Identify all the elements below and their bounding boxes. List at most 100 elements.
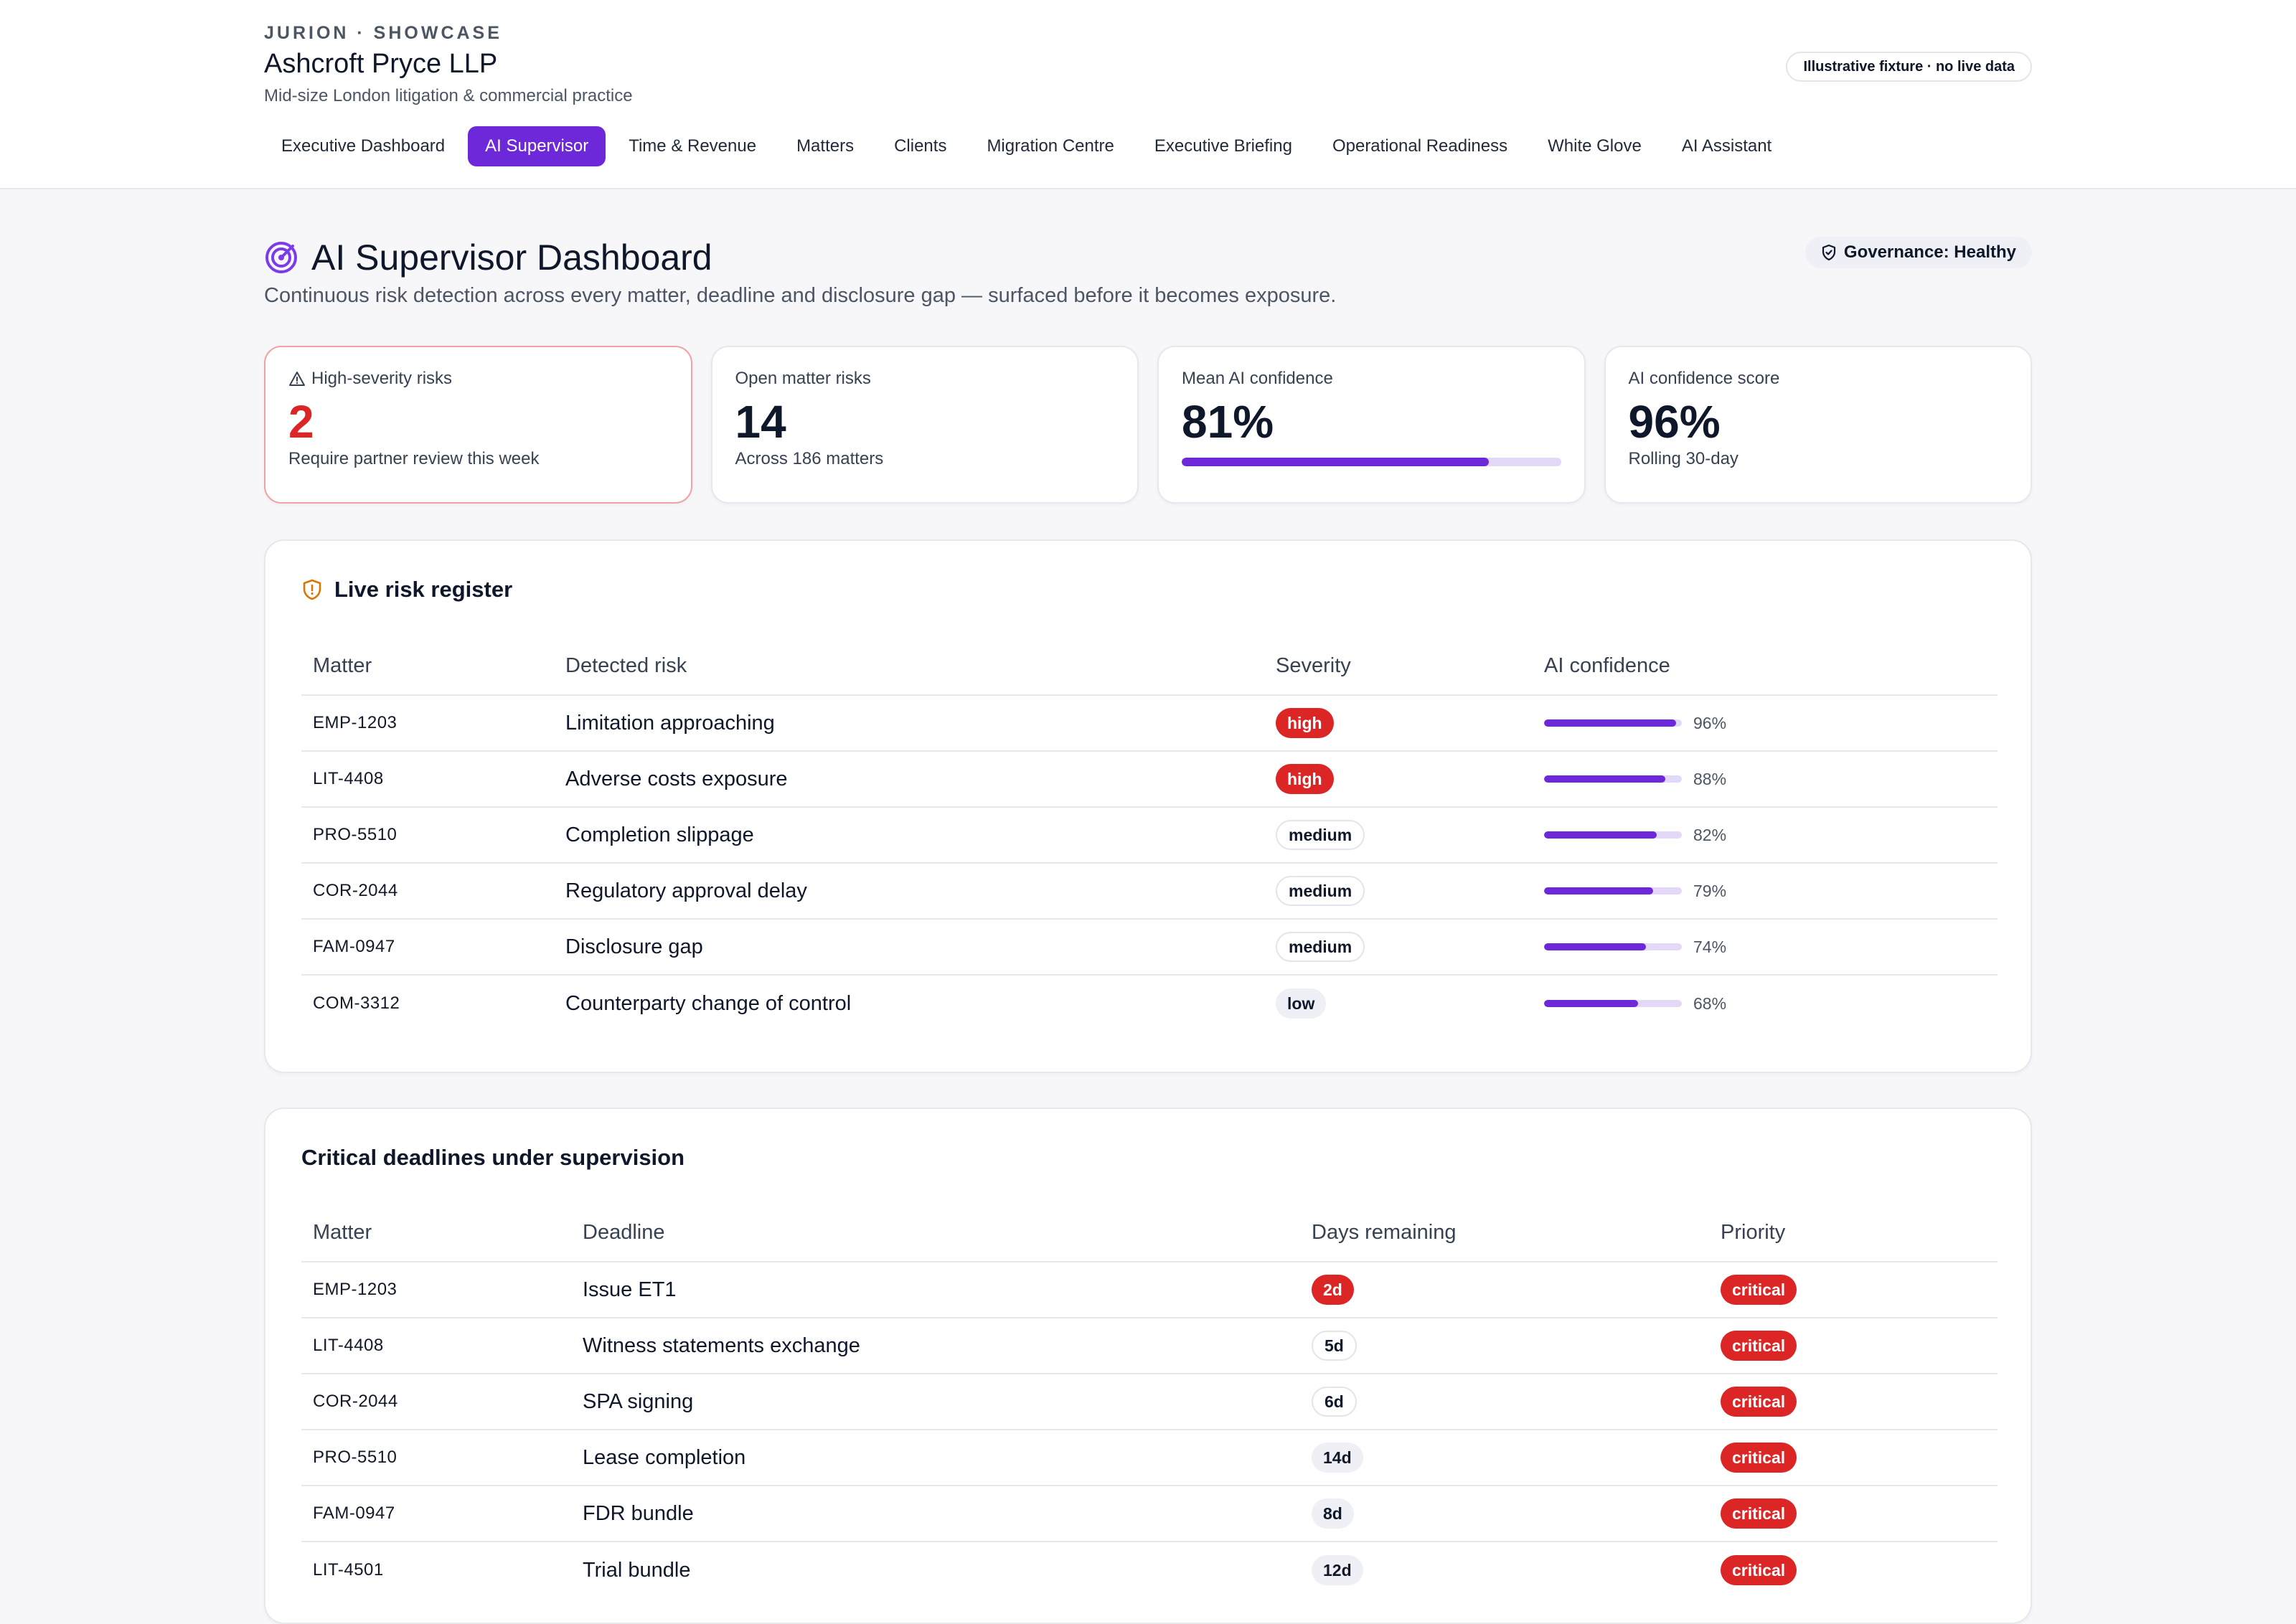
table-row[interactable]: COR-2044 Regulatory approval delay medium 7…	[301, 864, 1998, 920]
kpi-row: High-severity risks 2 Require partner re…	[264, 346, 2032, 504]
col-header-priority[interactable]: Priority	[1721, 1220, 1786, 1244]
days-remaining-badge: 8d	[1312, 1498, 1354, 1529]
risk-register-panel: Live risk register Matter Detected risk …	[264, 539, 2032, 1073]
severity-badge: high	[1276, 764, 1334, 794]
nav-ai-assistant[interactable]: AI Assistant	[1681, 136, 1772, 156]
table-header: Matter Detected risk Severity AI confide…	[301, 637, 1998, 696]
cell-priority: critical	[1709, 1275, 1797, 1305]
matter-code: COR-2044	[313, 1392, 398, 1411]
brand-eyebrow: JURION · SHOWCASE	[264, 23, 502, 43]
nav-ai-supervisor[interactable]: AI Supervisor	[468, 126, 606, 166]
cell-days: 6d	[1300, 1387, 1709, 1417]
nav-executive-dashboard[interactable]: Executive Dashboard	[281, 136, 446, 156]
confidence-meter: 68%	[1544, 994, 1726, 1014]
severity-badge: medium	[1276, 876, 1365, 906]
confidence-bar	[1544, 943, 1682, 950]
col-header-confidence[interactable]: AI confidence	[1544, 653, 1670, 677]
nav-migration-centre[interactable]: Migration Centre	[987, 136, 1114, 156]
cell-severity: medium	[1264, 876, 1533, 906]
confidence-bar-fill	[1544, 775, 1665, 783]
table-row[interactable]: LIT-4408 Witness statements exchange 5d cri…	[301, 1318, 1998, 1374]
nav-time-revenue[interactable]: Time & Revenue	[629, 136, 757, 156]
table-row[interactable]: COM-3312 Counterparty change of control lo…	[301, 976, 1998, 1031]
risk-description: Counterparty change of control	[565, 991, 852, 1015]
main-nav: Executive Dashboard AI Supervisor Time &…	[264, 126, 1794, 166]
cell-matter: LIT-4501	[301, 1560, 571, 1580]
matter-code: FAM-0947	[313, 937, 395, 956]
table-row[interactable]: EMP-1203 Limitation approaching high 96%	[301, 696, 1998, 752]
col-header-severity[interactable]: Severity	[1276, 653, 1351, 677]
cell-severity: low	[1264, 988, 1533, 1019]
table-row[interactable]: PRO-5510 Completion slippage medium 82%	[301, 808, 1998, 864]
severity-badge: high	[1276, 708, 1334, 738]
nav-operational-readiness[interactable]: Operational Readiness	[1332, 136, 1508, 156]
deadline-name: Issue ET1	[583, 1278, 677, 1301]
cell-priority: critical	[1709, 1387, 1797, 1417]
kpi-label: Mean AI confidence	[1182, 369, 1333, 388]
cell-matter: COR-2044	[301, 1392, 571, 1412]
fixture-badge: Illustrative fixture · no live data	[1786, 52, 2032, 82]
col-header-risk[interactable]: Detected risk	[565, 653, 687, 677]
deadline-name: Lease completion	[583, 1445, 746, 1469]
cell-days: 5d	[1300, 1331, 1709, 1361]
matter-code: FAM-0947	[313, 1503, 395, 1523]
table-row[interactable]: LIT-4408 Adverse costs exposure high 88%	[301, 752, 1998, 808]
deadline-name: Trial bundle	[583, 1558, 691, 1582]
confidence-bar	[1544, 887, 1682, 894]
cell-matter: LIT-4408	[301, 769, 554, 789]
priority-badge: critical	[1721, 1555, 1797, 1585]
col-header-matter[interactable]: Matter	[313, 653, 372, 677]
nav-matters[interactable]: Matters	[796, 136, 855, 156]
kpi-footnote: Across 186 matters	[735, 449, 884, 468]
table-row[interactable]: EMP-1203 Issue ET1 2d critical	[301, 1262, 1998, 1318]
confidence-bar-fill	[1544, 1000, 1638, 1007]
cell-days: 2d	[1300, 1275, 1709, 1305]
priority-badge: critical	[1721, 1331, 1797, 1361]
confidence-bar-fill	[1544, 719, 1677, 727]
cell-days: 12d	[1300, 1555, 1709, 1585]
days-remaining-badge: 14d	[1312, 1443, 1363, 1473]
days-remaining-badge: 6d	[1312, 1387, 1357, 1417]
priority-badge: critical	[1721, 1498, 1797, 1529]
cell-deadline: Witness statements exchange	[571, 1334, 1300, 1358]
radar-target-icon	[265, 242, 297, 273]
table-row[interactable]: PRO-5510 Lease completion 14d critical	[301, 1430, 1998, 1486]
matter-code: PRO-5510	[313, 825, 397, 844]
table-row[interactable]: COR-2044 SPA signing 6d critical	[301, 1374, 1998, 1430]
shield-check-icon	[1822, 244, 1836, 261]
nav-executive-briefing[interactable]: Executive Briefing	[1154, 136, 1292, 156]
kpi-footnote: Rolling 30-day	[1628, 449, 1739, 468]
nav-white-glove[interactable]: White Glove	[1548, 136, 1642, 156]
warning-triangle-icon	[289, 372, 305, 386]
cell-deadline: Lease completion	[571, 1446, 1300, 1470]
risk-register-heading: Live risk register	[301, 577, 512, 603]
cell-matter: PRO-5510	[301, 825, 554, 845]
col-header-days-remaining[interactable]: Days remaining	[1312, 1220, 1457, 1244]
matter-code: LIT-4501	[313, 1560, 384, 1580]
kpi-value: 81%	[1182, 396, 1274, 448]
confidence-bar-fill	[1544, 887, 1653, 894]
kpi-label: High-severity risks	[311, 369, 453, 388]
cell-confidence: 88%	[1533, 770, 1726, 789]
deadlines-title: Critical deadlines under supervision	[301, 1145, 685, 1170]
col-header-matter[interactable]: Matter	[313, 1220, 372, 1244]
nav-clients[interactable]: Clients	[894, 136, 947, 156]
confidence-value: 96%	[1693, 713, 1727, 732]
table-row[interactable]: FAM-0947 FDR bundle 8d critical	[301, 1486, 1998, 1542]
cell-confidence: 68%	[1533, 994, 1726, 1014]
deadline-rows: EMP-1203 Issue ET1 2d critical LIT-4408 Witne…	[301, 1262, 1998, 1598]
cell-severity: medium	[1264, 820, 1533, 850]
col-header-deadline[interactable]: Deadline	[583, 1220, 665, 1244]
kpi-label: Open matter risks	[735, 369, 871, 388]
risk-description: Regulatory approval delay	[565, 879, 807, 902]
cell-deadline: SPA signing	[571, 1390, 1300, 1414]
table-row[interactable]: LIT-4501 Trial bundle 12d critical	[301, 1542, 1998, 1598]
table-row[interactable]: FAM-0947 Disclosure gap medium 74%	[301, 920, 1998, 976]
cell-matter: COM-3312	[301, 993, 554, 1014]
confidence-value: 74%	[1693, 937, 1727, 956]
priority-badge: critical	[1721, 1443, 1797, 1473]
confidence-value: 68%	[1693, 993, 1727, 1013]
confidence-meter: 82%	[1544, 826, 1726, 845]
cell-risk: Adverse costs exposure	[554, 768, 1264, 791]
cell-days: 8d	[1300, 1498, 1709, 1529]
